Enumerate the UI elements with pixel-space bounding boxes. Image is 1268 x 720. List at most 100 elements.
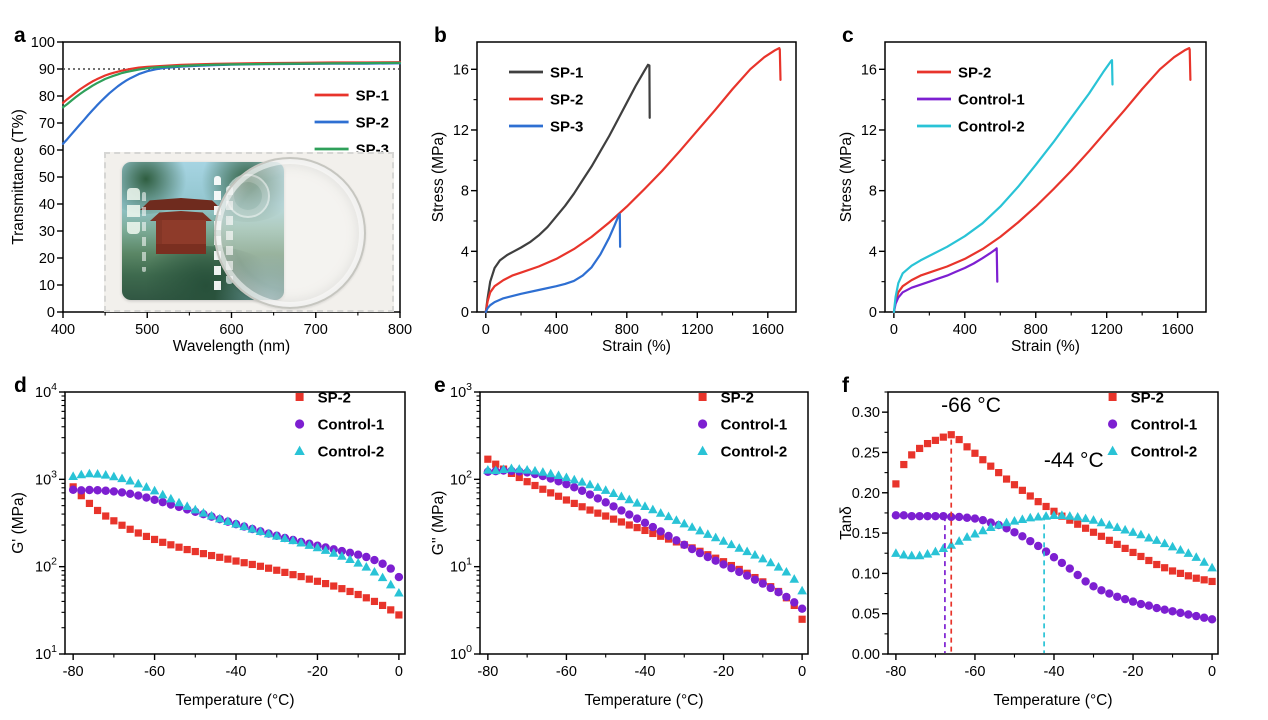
svg-text:50: 50	[39, 170, 55, 186]
panel-label-e: e	[434, 374, 446, 397]
svg-text:16: 16	[861, 62, 877, 78]
svg-text:400: 400	[544, 322, 568, 338]
svg-text:Control-1: Control-1	[318, 417, 385, 434]
svg-text:Strain (%): Strain (%)	[1011, 338, 1080, 355]
svg-text:1200: 1200	[1091, 322, 1123, 338]
panel-d-chart: -80 -60 -40 -20 0 101 102 103 104 Temperature (°C…	[10, 381, 406, 709]
svg-text:500: 500	[135, 322, 159, 338]
svg-text:0.00: 0.00	[852, 647, 880, 663]
svg-text:SP-1: SP-1	[356, 88, 389, 105]
card-calligraphy	[142, 192, 146, 272]
svg-text:Control-1: Control-1	[1131, 417, 1198, 434]
svg-text:G'' (MPa): G'' (MPa)	[430, 491, 447, 555]
svg-text:Control-1: Control-1	[721, 417, 788, 434]
svg-text:0: 0	[869, 305, 877, 321]
svg-text:SP-2: SP-2	[356, 115, 389, 132]
svg-text:Control-1: Control-1	[958, 92, 1025, 109]
panel-e: e -80 -60 -40 -20 0 100 101 102 103 Temperature (…	[428, 366, 830, 716]
svg-text:0: 0	[798, 664, 806, 680]
svg-text:700: 700	[304, 322, 328, 338]
svg-text:Control-2: Control-2	[318, 444, 385, 461]
panel-label-d: d	[14, 374, 27, 397]
svg-text:0.10: 0.10	[852, 566, 880, 582]
svg-text:Control-2: Control-2	[958, 119, 1025, 136]
svg-text:90: 90	[39, 62, 55, 78]
svg-text:SP-1: SP-1	[550, 65, 583, 82]
svg-text:12: 12	[861, 123, 877, 139]
svg-text:10: 10	[39, 278, 55, 294]
svg-text:SP-2: SP-2	[318, 390, 351, 407]
panel-b-chart: 0 400 800 1200 1600 0 4 8 12 16 Strain (%) Stress (…	[430, 41, 797, 355]
svg-text:Stress (MPa): Stress (MPa)	[838, 132, 855, 222]
svg-text:-60: -60	[964, 664, 985, 680]
svg-text:Temperature (°C): Temperature (°C)	[175, 692, 294, 709]
svg-text:104: 104	[35, 381, 57, 401]
card-pavilion-illustration	[140, 198, 222, 256]
panel-label-f: f	[842, 374, 849, 397]
panel-b: b 0 400 800 1200 1600 0 4 8 12 16 Strain (%) Stress…	[428, 6, 822, 362]
svg-text:4: 4	[461, 244, 469, 260]
svg-text:0.30: 0.30	[852, 405, 880, 421]
panel-label-a: a	[14, 24, 26, 47]
svg-text:-80: -80	[885, 664, 906, 680]
svg-text:SP-2: SP-2	[721, 390, 754, 407]
svg-text:-20: -20	[307, 664, 328, 680]
svg-text:400: 400	[953, 322, 977, 338]
svg-text:100: 100	[31, 35, 55, 51]
inset-photo	[104, 152, 394, 312]
svg-text:800: 800	[1024, 322, 1048, 338]
svg-text:-40: -40	[634, 664, 655, 680]
svg-text:103: 103	[450, 381, 472, 401]
svg-text:102: 102	[35, 556, 57, 576]
panel-label-b: b	[434, 24, 447, 47]
panel-e-chart: -80 -60 -40 -20 0 100 101 102 103 Temperature (°C…	[430, 381, 809, 709]
svg-text:-66 °C: -66 °C	[941, 394, 1001, 417]
svg-text:40: 40	[39, 197, 55, 213]
svg-text:SP-2: SP-2	[1131, 390, 1164, 407]
svg-text:Strain (%): Strain (%)	[602, 338, 671, 355]
panel-f-chart: -80 -60 -40 -20 0 0.00 0.05 0.10 0.15 0.20 0.25 0.3…	[838, 390, 1219, 709]
svg-text:8: 8	[461, 184, 469, 200]
panel-c-chart: 0 400 800 1200 1600 0 4 8 12 16 Strain (%) Stress (…	[838, 41, 1207, 355]
svg-text:400: 400	[51, 322, 75, 338]
svg-text:0: 0	[47, 305, 55, 321]
svg-text:100: 100	[450, 643, 472, 663]
svg-text:Temperature (°C): Temperature (°C)	[993, 692, 1112, 709]
svg-text:16: 16	[453, 62, 469, 78]
svg-text:102: 102	[450, 468, 472, 488]
svg-text:-80: -80	[477, 664, 498, 680]
svg-text:60: 60	[39, 143, 55, 159]
svg-text:800: 800	[615, 322, 639, 338]
svg-text:0: 0	[482, 322, 490, 338]
svg-text:12: 12	[453, 123, 469, 139]
svg-text:0: 0	[890, 322, 898, 338]
svg-text:Control-2: Control-2	[1131, 444, 1198, 461]
svg-text:600: 600	[219, 322, 243, 338]
svg-text:Temperature (°C): Temperature (°C)	[584, 692, 703, 709]
svg-text:Wavelength (nm): Wavelength (nm)	[173, 338, 290, 355]
panel-f: f -80 -60 -40 -20 0 0.00 0.05 0.10 0.15 0.20 0.25 0…	[836, 366, 1250, 716]
svg-text:0.20: 0.20	[852, 486, 880, 502]
panel-a: a 400 500 600 700 800 0 10 20 30 40 50 60 70 80 90 100 W…	[8, 6, 422, 362]
svg-text:101: 101	[35, 643, 57, 663]
panel-c: c 0 400 800 1200 1600 0 4 8 12 16 Strain (%) Stress…	[836, 6, 1236, 362]
panel-a-chart: 400 500 600 700 800 0 10 20 30 40 50 60 70 80 90 100 Wav…	[10, 35, 412, 355]
svg-text:-40: -40	[226, 664, 247, 680]
svg-text:-44 °C: -44 °C	[1044, 449, 1104, 472]
svg-text:Transmittance (T%): Transmittance (T%)	[10, 109, 27, 245]
svg-text:SP-2: SP-2	[550, 92, 583, 109]
svg-text:Stress (MPa): Stress (MPa)	[430, 132, 447, 222]
svg-text:-60: -60	[144, 664, 165, 680]
svg-text:0: 0	[395, 664, 403, 680]
svg-text:-20: -20	[713, 664, 734, 680]
svg-text:4: 4	[869, 244, 877, 260]
svg-text:-40: -40	[1044, 664, 1065, 680]
svg-text:0: 0	[1208, 664, 1216, 680]
svg-text:0: 0	[461, 305, 469, 321]
svg-text:0.25: 0.25	[852, 445, 880, 461]
svg-text:101: 101	[450, 556, 472, 576]
svg-text:1600: 1600	[752, 322, 784, 338]
svg-text:SP-3: SP-3	[550, 119, 583, 136]
svg-text:G' (MPa): G' (MPa)	[10, 492, 27, 554]
